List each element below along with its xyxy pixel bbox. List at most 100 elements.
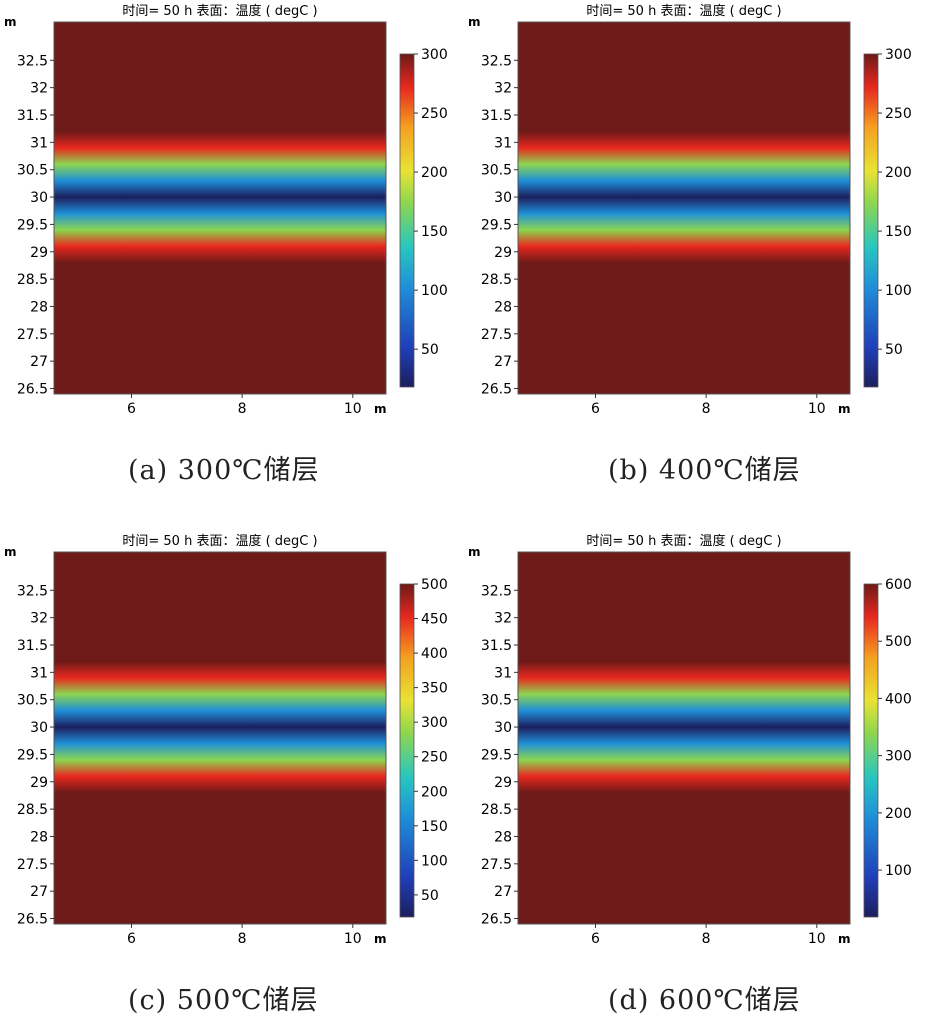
y-tick-label: 27.5 <box>17 857 48 873</box>
y-tick-label: 30.5 <box>17 693 48 709</box>
y-tick-label: 29.5 <box>17 217 48 233</box>
colorbar-tick-label: 250 <box>885 106 912 122</box>
colorbar-tick-label: 400 <box>421 646 448 662</box>
x-tick-label: 8 <box>702 401 711 417</box>
y-tick-label: 30 <box>30 190 48 206</box>
chart-title: 时间= 50 h 表面：温度 ( degC ) <box>122 533 317 549</box>
colorbar-tick-label: 250 <box>421 750 448 766</box>
colorbar-tick-label: 150 <box>421 819 448 835</box>
y-tick-label: 29 <box>494 245 512 261</box>
x-axis-unit: m <box>374 932 387 946</box>
y-tick-label: 29 <box>30 245 48 261</box>
panel-d: 时间= 50 h 表面：温度 ( degC ) m 26.5 27 27.5 28 28.5… <box>464 530 928 1036</box>
chart-title: 时间= 50 h 表面：温度 ( degC ) <box>586 533 781 549</box>
colorbar-tick-label: 350 <box>421 681 448 697</box>
y-axis-unit: m <box>4 545 17 559</box>
y-tick-label: 31.5 <box>481 638 512 654</box>
y-tick-label: 29.5 <box>481 217 512 233</box>
x-tick-label: 8 <box>238 931 247 947</box>
y-tick-label: 32.5 <box>481 53 512 69</box>
y-tick-label: 30 <box>494 190 512 206</box>
y-tick-label: 31.5 <box>17 638 48 654</box>
x-tick-label: 10 <box>808 401 826 417</box>
x-tick-label: 6 <box>591 401 600 417</box>
x-tick-label: 6 <box>591 931 600 947</box>
plot-frame <box>53 21 387 395</box>
colorbar-tick-label: 200 <box>421 784 448 800</box>
y-tick-label: 32 <box>30 81 48 97</box>
panel-caption: (a) 300℃储层 <box>128 455 320 486</box>
y-tick-label: 27.5 <box>481 857 512 873</box>
colorbar-tick-label: 100 <box>885 283 912 299</box>
y-tick-label: 32.5 <box>17 583 48 599</box>
y-axis-unit: m <box>468 15 481 29</box>
y-tick-label: 27 <box>30 884 48 900</box>
y-tick-label: 31 <box>30 135 48 151</box>
colorbar-tick-label: 150 <box>421 224 448 240</box>
y-tick-label: 31 <box>494 135 512 151</box>
y-tick-label: 31.5 <box>17 108 48 124</box>
colorbar-tick-label: 200 <box>885 806 912 822</box>
chart-title: 时间= 50 h 表面：温度 ( degC ) <box>122 3 317 19</box>
panel-caption: (c) 500℃储层 <box>128 985 319 1016</box>
colorbar-tick-label: 150 <box>885 224 912 240</box>
plot-frame <box>53 551 387 925</box>
colorbar-tick-label: 300 <box>421 715 448 731</box>
x-tick-label: 6 <box>127 931 136 947</box>
y-tick-label: 28.5 <box>17 802 48 818</box>
y-tick-label: 31.5 <box>481 108 512 124</box>
colorbar-tick-label: 500 <box>885 634 912 650</box>
y-tick-label: 32 <box>30 611 48 627</box>
x-tick-label: 10 <box>344 401 362 417</box>
colorbar <box>863 583 879 918</box>
x-axis-unit: m <box>374 402 387 416</box>
heatmap-chart-a: 时间= 50 h 表面：温度 ( degC ) m 26.5 27 27.5 28 28.5… <box>4 3 448 417</box>
panel-c: 时间= 50 h 表面：温度 ( degC ) m 26.5 27 27.5 28 28.5… <box>0 530 464 1036</box>
colorbar-tick-label: 300 <box>421 47 448 63</box>
y-tick-label: 32.5 <box>17 53 48 69</box>
y-tick-label: 27.5 <box>481 327 512 343</box>
y-tick-label: 30 <box>30 720 48 736</box>
colorbar <box>399 53 415 388</box>
panel-caption: (b) 400℃储层 <box>608 455 801 486</box>
colorbar-tick-label: 200 <box>885 165 912 181</box>
heatmap-chart-b: 时间= 50 h 表面：温度 ( degC ) m 26.5 27 27.5 28 28.5… <box>468 3 912 417</box>
colorbar <box>863 53 879 388</box>
y-tick-label: 30.5 <box>481 163 512 179</box>
panel-b: 时间= 50 h 表面：温度 ( degC ) m 26.5 27 27.5 28 28.5… <box>464 0 928 506</box>
y-tick-label: 27 <box>30 354 48 370</box>
y-tick-label: 31 <box>494 665 512 681</box>
y-tick-label: 30 <box>494 720 512 736</box>
y-tick-label: 28 <box>494 299 512 315</box>
temperature-field <box>518 22 850 394</box>
y-tick-label: 32 <box>494 81 512 97</box>
chart-title: 时间= 50 h 表面：温度 ( degC ) <box>586 3 781 19</box>
x-tick-label: 10 <box>344 931 362 947</box>
y-tick-label: 26.5 <box>481 382 512 398</box>
heatmap-chart-c: 时间= 50 h 表面：温度 ( degC ) m 26.5 27 27.5 28 28.5… <box>4 533 448 947</box>
temperature-field <box>54 552 386 924</box>
y-tick-label: 28 <box>30 829 48 845</box>
colorbar-tick-label: 50 <box>421 342 439 358</box>
y-tick-label: 27 <box>494 884 512 900</box>
y-tick-label: 32 <box>494 611 512 627</box>
y-tick-label: 27 <box>494 354 512 370</box>
plot-frame <box>517 21 851 395</box>
colorbar-tick-label: 50 <box>421 888 439 904</box>
panel-caption: (d) 600℃储层 <box>608 985 801 1016</box>
colorbar-tick-label: 600 <box>885 577 912 593</box>
x-tick-label: 8 <box>238 401 247 417</box>
colorbar <box>399 583 415 918</box>
y-tick-label: 29 <box>494 775 512 791</box>
y-tick-label: 30.5 <box>481 693 512 709</box>
heatmap-chart-d: 时间= 50 h 表面：温度 ( degC ) m 26.5 27 27.5 28 28.5… <box>468 533 912 947</box>
colorbar-tick-label: 100 <box>885 863 912 879</box>
y-axis-unit: m <box>4 15 17 29</box>
y-tick-label: 26.5 <box>481 912 512 928</box>
colorbar-tick-label: 400 <box>885 691 912 707</box>
y-tick-label: 28.5 <box>481 272 512 288</box>
x-tick-label: 6 <box>127 401 136 417</box>
y-tick-label: 28.5 <box>481 802 512 818</box>
y-tick-label: 28.5 <box>17 272 48 288</box>
y-tick-label: 26.5 <box>17 912 48 928</box>
